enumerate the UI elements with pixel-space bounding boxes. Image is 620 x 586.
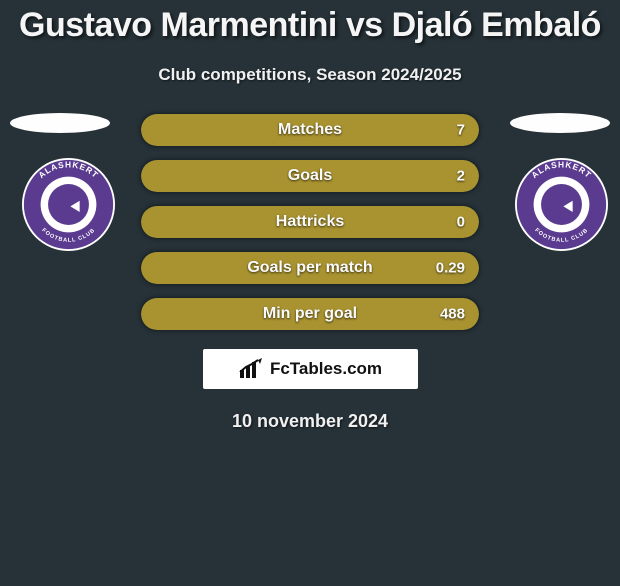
comparison-subtitle: Club competitions, Season 2024/2025: [0, 65, 620, 85]
stat-row: Matches 7: [140, 113, 480, 147]
stat-bars: Matches 7 Goals 2 Hattricks 0 Goals per match 0…: [140, 113, 480, 331]
stat-row: Goals per match 0.29: [140, 251, 480, 285]
stat-label: Goals per match: [247, 259, 372, 277]
fctables-logo: FcTables.com: [203, 349, 418, 389]
stat-row: Goals 2: [140, 159, 480, 193]
stat-label: Min per goal: [263, 305, 357, 323]
chart-area: ALASHKERT FOOTBALL CLUB ALASHKERT FOOTBA…: [0, 113, 620, 331]
stat-label: Goals: [288, 167, 332, 185]
logo-text: FcTables.com: [270, 359, 382, 379]
snapshot-date: 10 november 2024: [0, 411, 620, 432]
stat-value-right: 0.29: [436, 260, 465, 277]
stat-row: Hattricks 0: [140, 205, 480, 239]
stat-value-right: 2: [457, 168, 465, 185]
club-badge-right: ALASHKERT FOOTBALL CLUB: [515, 158, 608, 251]
stat-value-right: 7: [457, 122, 465, 139]
club-crest-icon: ALASHKERT FOOTBALL CLUB: [22, 158, 115, 251]
stat-label: Hattricks: [276, 213, 344, 231]
club-badge-left: ALASHKERT FOOTBALL CLUB: [22, 158, 115, 251]
bars-icon: [238, 358, 264, 380]
stat-value-right: 488: [440, 306, 465, 323]
stat-label: Matches: [278, 121, 342, 139]
stat-row: Min per goal 488: [140, 297, 480, 331]
player-badge-right: [510, 113, 610, 133]
comparison-title: Gustavo Marmentini vs Djaló Embaló: [0, 6, 620, 45]
club-crest-icon: ALASHKERT FOOTBALL CLUB: [515, 158, 608, 251]
stat-value-right: 0: [457, 214, 465, 231]
player-badge-left: [10, 113, 110, 133]
